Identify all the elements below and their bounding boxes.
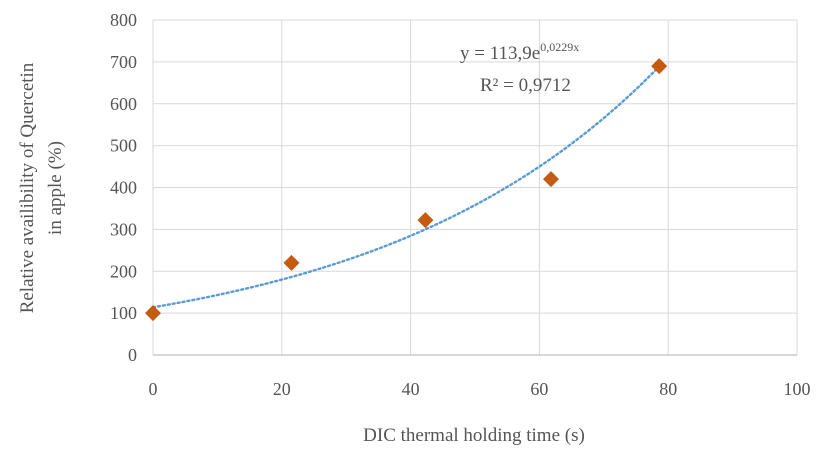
y-tick-label: 0: [128, 345, 137, 365]
y-tick-label: 600: [110, 94, 137, 114]
data-points: [145, 58, 668, 322]
y-tick-label: 300: [110, 219, 137, 239]
x-axis-title: DIC thermal holding time (s): [363, 425, 585, 446]
x-tick-label: 0: [149, 379, 158, 399]
y-tick-label: 200: [110, 261, 137, 281]
data-point: [542, 171, 559, 188]
y-tick-label: 800: [110, 10, 137, 30]
axes: [152, 20, 797, 356]
trendline-equation: y = 113,9e0,0229x: [460, 40, 579, 64]
x-tick-labels: 0 20 40 60 80 100: [149, 379, 811, 399]
y-axis-title-line-2: in apple (%): [45, 141, 66, 235]
y-tick-label: 400: [110, 178, 137, 198]
trendline: [151, 65, 661, 309]
y-tick-labels: 0 100 200 300 400 500 600 700 800: [110, 10, 137, 365]
x-tick-label: 20: [273, 379, 291, 399]
data-point: [145, 305, 161, 322]
data-point: [417, 212, 434, 229]
x-tick-label: 100: [784, 379, 811, 399]
x-tick-label: 80: [659, 379, 677, 399]
grid: [153, 19, 798, 355]
y-tick-label: 700: [110, 52, 137, 72]
y-tick-label: 100: [110, 303, 137, 323]
trendline-r-squared: R² = 0,9712: [480, 75, 571, 96]
y-axis-title-line-1: Relative availibility of Quercetin: [17, 62, 38, 313]
y-axis-title: Relative availibility of Quercetin in ap…: [17, 62, 66, 313]
y-tick-label: 500: [110, 136, 137, 156]
data-point: [283, 254, 300, 271]
data-point: [651, 58, 668, 75]
x-tick-label: 60: [530, 379, 548, 399]
x-tick-label: 40: [402, 379, 420, 399]
